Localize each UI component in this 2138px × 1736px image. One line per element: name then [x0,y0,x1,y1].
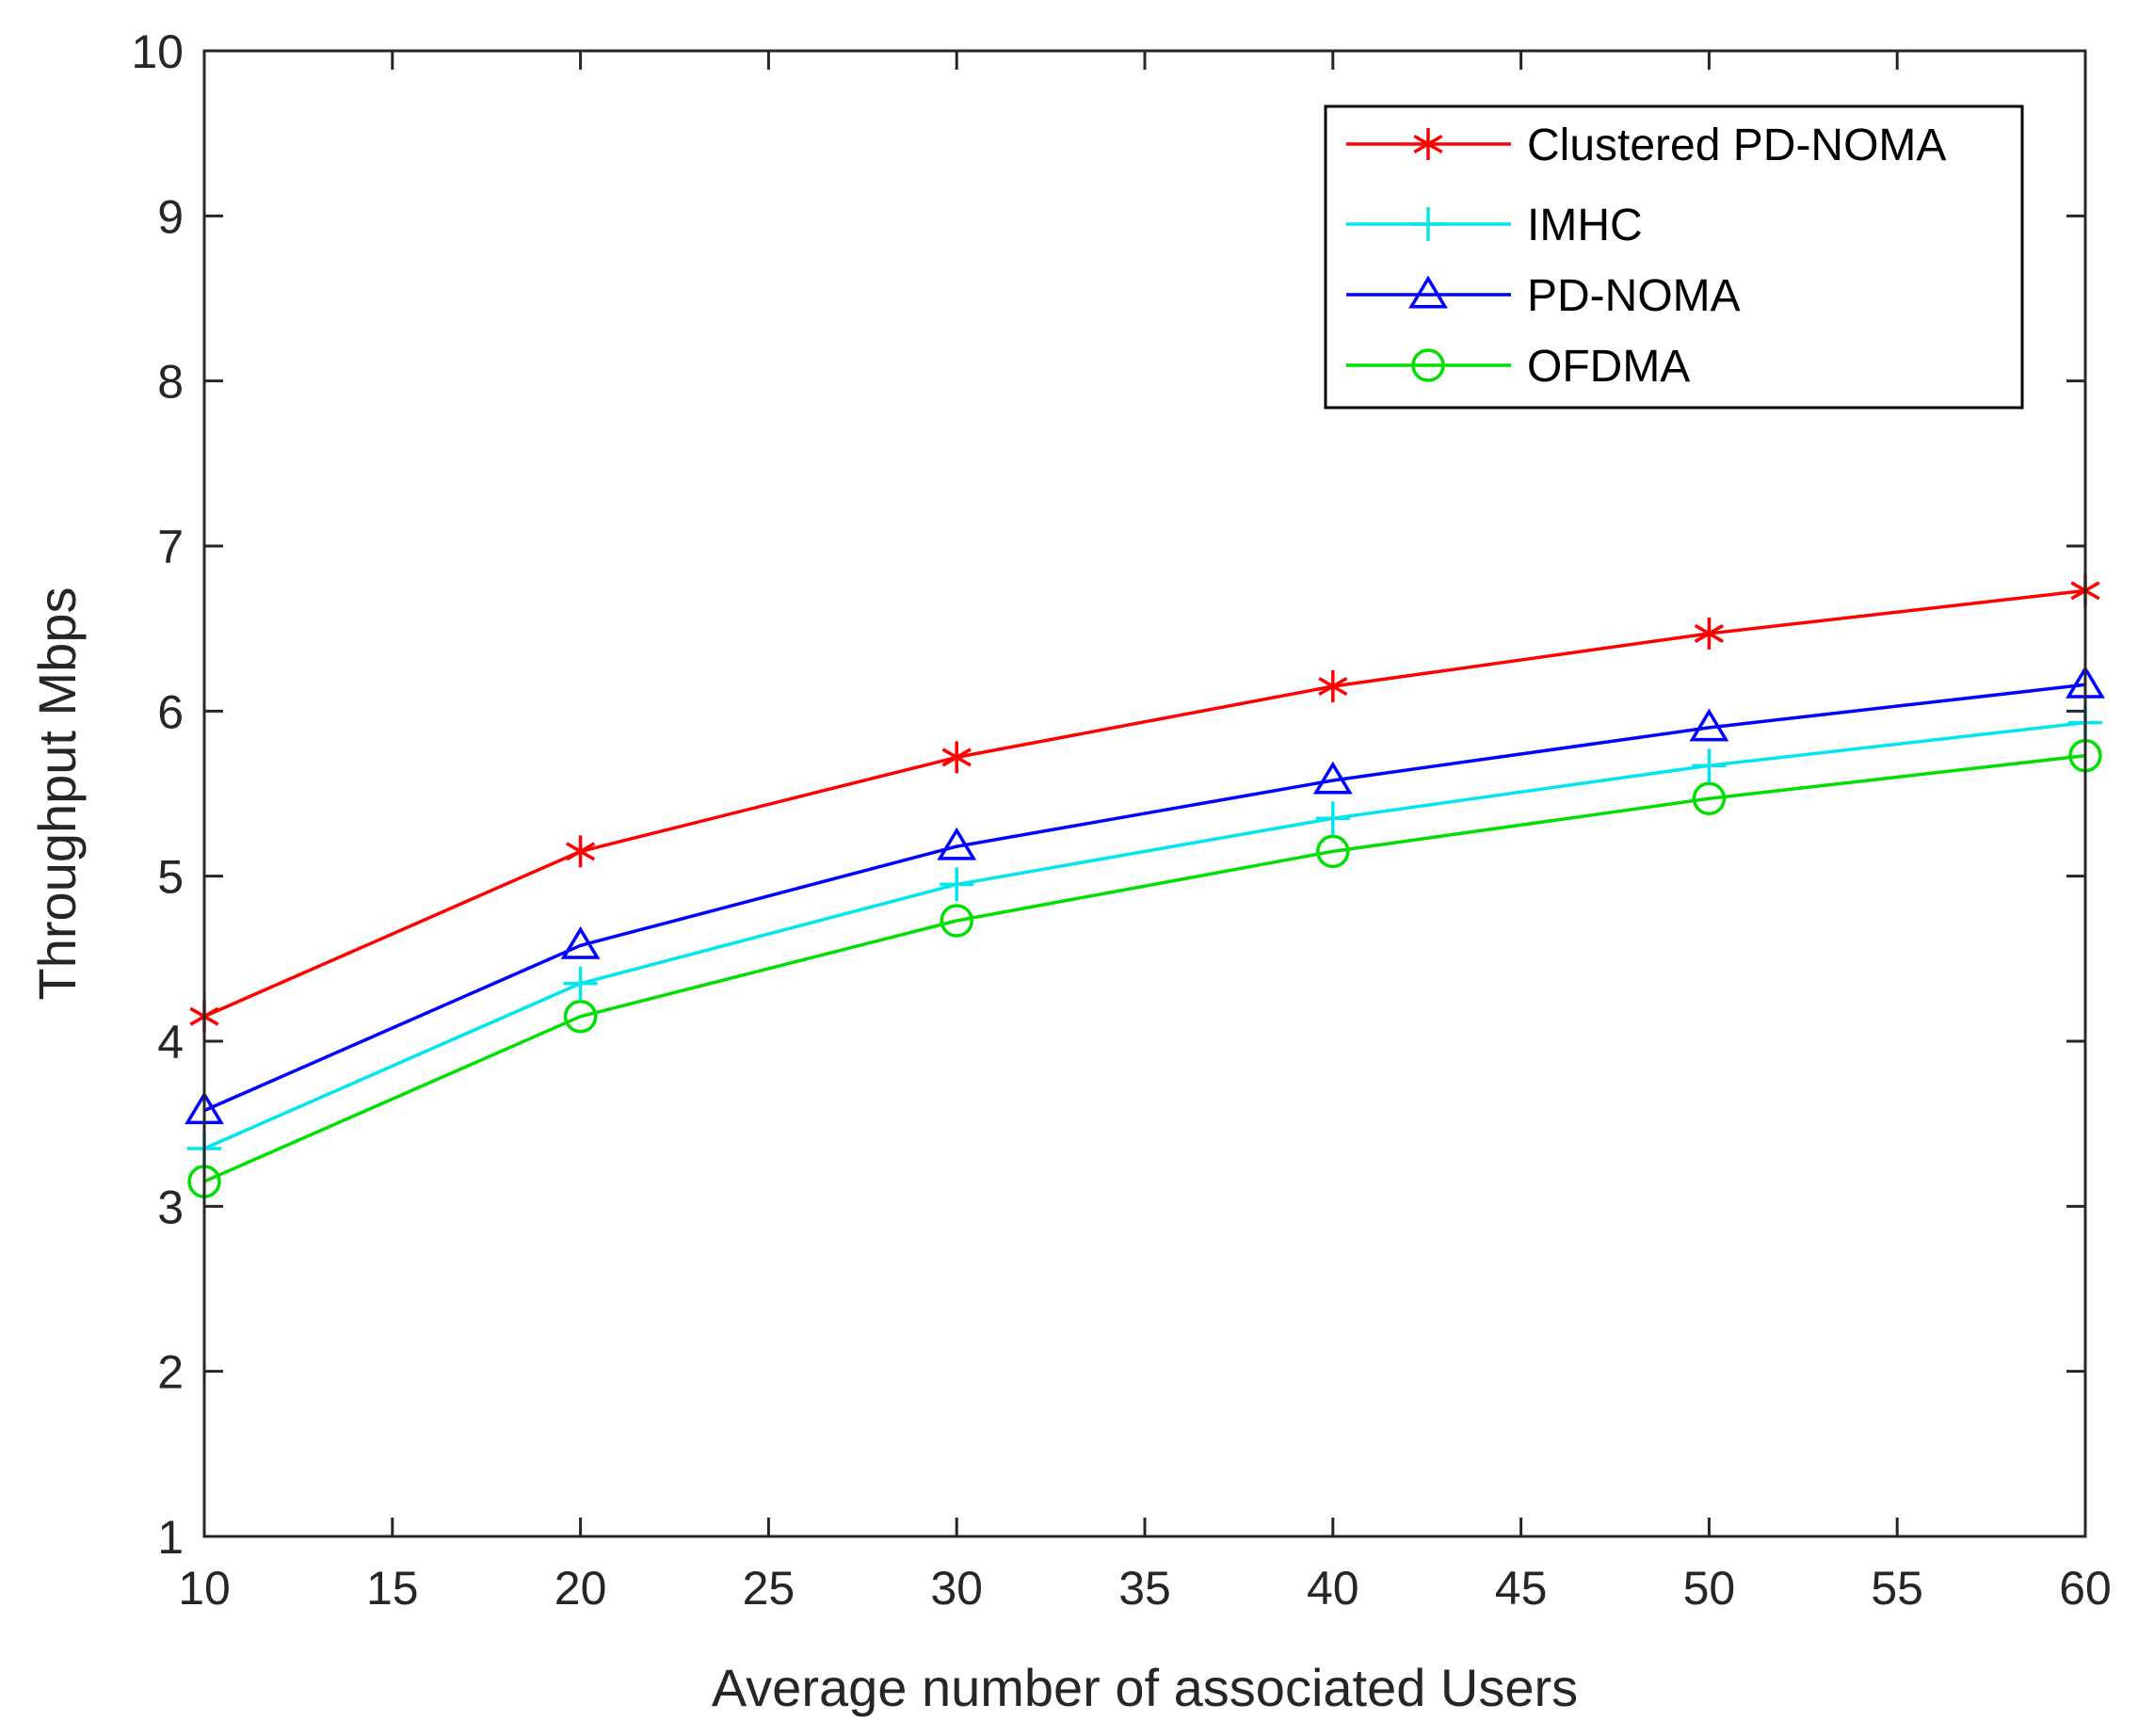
y-tick-label: 7 [157,521,184,573]
y-tick-label: 10 [131,25,184,78]
data-point [941,741,972,774]
series-ofdma [187,738,2102,1198]
series-imhc [187,705,2102,1165]
data-point [1315,801,1350,836]
y-tick-label: 5 [157,851,184,904]
legend-label: PD-NOMA [1527,271,1741,321]
x-tick-label: 50 [1683,1562,1736,1615]
data-point [1692,781,1727,816]
data-point [563,999,598,1034]
data-point [1312,761,1353,795]
x-tick-label: 60 [2059,1562,2112,1615]
data-point [940,867,974,902]
x-tick-label: 30 [930,1562,983,1615]
x-tick-label: 20 [555,1562,607,1615]
x-tick-label: 15 [366,1562,419,1615]
data-point [1316,834,1350,869]
series-line [203,753,2086,1183]
y-tick-label: 1 [157,1511,184,1564]
x-tick-label: 25 [743,1562,796,1615]
legend-label: Clustered PD-NOMA [1527,121,1946,170]
y-tick-label: 8 [157,356,184,409]
series-layer [185,574,2105,1198]
legend-entry: IMHC [1346,201,1643,250]
y-tick-label: 2 [157,1346,184,1399]
asterisk-stroke [941,747,972,767]
y-tick-label: 3 [157,1181,184,1233]
series-line [203,683,2086,1113]
legend-marker [1411,348,1445,382]
legend-label: IMHC [1527,201,1643,250]
legend-marker [1413,128,1443,160]
asterisk-stroke [1694,623,1724,643]
y-tick-label: 4 [157,1016,184,1069]
x-tick-label: 10 [178,1562,231,1615]
legend-label: OFDMA [1527,342,1690,392]
data-point [1318,670,1348,703]
series-line [203,588,2086,1019]
data-point [940,904,973,938]
x-axis-title: Average number of associated Users [712,1658,1578,1717]
x-tick-label: 40 [1307,1562,1359,1615]
legend-marker [1411,207,1445,241]
data-point [1694,617,1724,650]
legend-marker [1408,275,1448,309]
legend-entry: Clustered PD-NOMA [1346,121,1946,170]
asterisk-stroke [1413,134,1443,154]
legend-entry: PD-NOMA [1346,271,1741,321]
data-point [560,925,601,959]
x-tick-label: 45 [1495,1562,1548,1615]
data-point [1692,748,1727,783]
y-tick-label: 9 [157,190,184,243]
x-tick-label: 55 [1871,1562,1923,1615]
y-tick-label: 6 [157,685,184,738]
data-point [566,835,596,868]
x-tick-label: 35 [1118,1562,1171,1615]
legend-entry: OFDMA [1346,342,1690,392]
data-point [563,966,598,1001]
series-clustered-pd-noma [189,574,2100,1033]
series-pd-noma [185,665,2105,1125]
data-point [937,827,977,860]
legend: Clustered PD-NOMA IMHC PD-NOMA OFDMA [1324,104,2024,410]
asterisk-stroke [1318,677,1348,697]
asterisk-stroke [566,842,596,861]
plot-frame [202,49,2087,1538]
series-line [203,720,2086,1150]
y-axis-title: Throughput Mbps [27,587,87,1001]
data-point [1689,708,1729,742]
